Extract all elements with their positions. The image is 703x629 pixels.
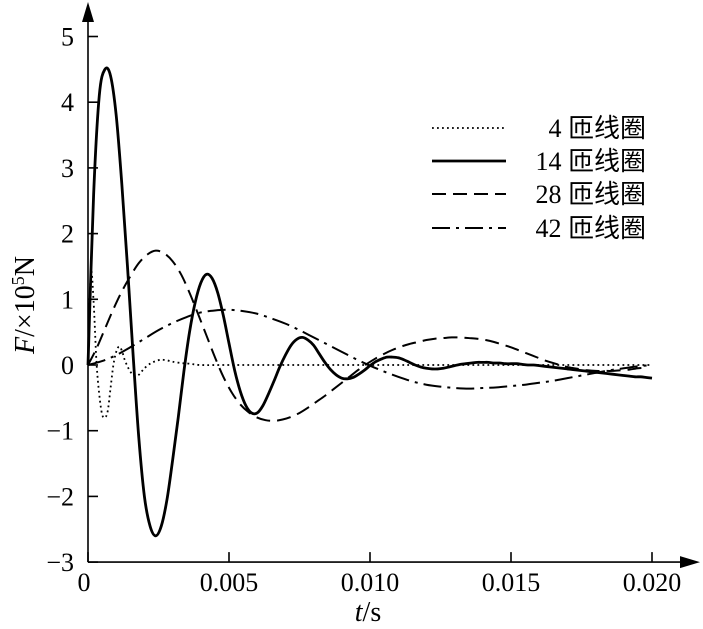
x-tick-label: 0.005 (200, 568, 259, 597)
series-14-turn-line (86, 66, 653, 538)
y-axis-title-unit-n: N (10, 256, 41, 276)
y-tick-label: −2 (46, 482, 74, 511)
legend-entry-4-turn: 4 匝线圈 (432, 114, 646, 143)
axes (82, 2, 700, 569)
x-tick-label: 0.010 (341, 568, 400, 597)
y-tick-label: 1 (61, 285, 74, 314)
tick-group: −3 −2 −1 0 1 2 3 4 5 0 0.005 0.010 0.015 0.020 (46, 23, 681, 598)
legend-entry-14-turn: 14 匝线圈 (432, 147, 646, 176)
y-axis-title-unit: /×10 (10, 285, 41, 337)
x-axis-title-unit: /s (363, 597, 382, 628)
x-axis-arrow-icon (680, 556, 700, 569)
series-42-turn-line (87, 308, 653, 390)
y-tick-label: 4 (61, 88, 74, 117)
y-tick-label: 2 (61, 220, 74, 249)
y-axis-title-var: F (10, 336, 41, 355)
series-group (86, 66, 653, 538)
y-axis-title: F/×105N (8, 256, 41, 355)
x-axis-title: t/s (355, 597, 381, 628)
series-28-turn-line (87, 249, 647, 422)
legend-label: 14 匝线圈 (535, 147, 646, 176)
x-tick-label: 0 (78, 568, 91, 597)
series-4-turn-line (87, 269, 652, 419)
legend-label: 42 匝线圈 (535, 214, 646, 243)
x-tick-label: 0.015 (482, 568, 541, 597)
y-tick-label: 5 (61, 23, 74, 52)
y-tick-label: −3 (46, 548, 74, 577)
y-tick-label: 0 (61, 351, 74, 380)
x-tick-label: 0.020 (623, 568, 682, 597)
legend: 4 匝线圈 14 匝线圈 28 匝线圈 42 匝线圈 (432, 114, 646, 243)
x-axis-title-var: t (355, 597, 364, 628)
legend-entry-28-turn: 28 匝线圈 (432, 180, 646, 209)
legend-label: 4 匝线圈 (548, 114, 646, 143)
y-tick-label: 3 (61, 154, 74, 183)
y-axis-arrow-icon (82, 2, 94, 22)
y-axis-title-exp: 5 (8, 276, 28, 285)
y-tick-label: −1 (46, 417, 74, 446)
legend-label: 28 匝线圈 (535, 180, 646, 209)
legend-entry-42-turn: 42 匝线圈 (432, 214, 646, 243)
